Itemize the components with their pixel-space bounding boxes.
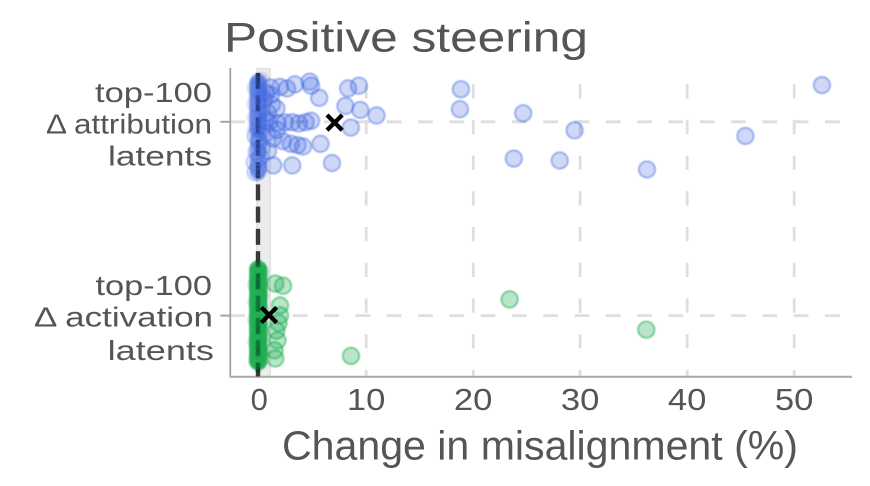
svg-text:50: 50	[775, 382, 814, 417]
svg-text:top-100: top-100	[96, 270, 213, 301]
svg-text:latents: latents	[108, 335, 214, 366]
svg-text:Change in misalignment (%): Change in misalignment (%)	[282, 423, 798, 469]
svg-text:10: 10	[347, 382, 386, 417]
svg-text:latents: latents	[108, 141, 212, 172]
svg-text:30: 30	[561, 382, 600, 417]
svg-text:40: 40	[668, 382, 707, 417]
svg-text:top-100: top-100	[95, 77, 212, 108]
svg-text:0: 0	[251, 382, 268, 417]
svg-text:20: 20	[454, 382, 493, 417]
svg-text:Positive steering: Positive steering	[224, 14, 588, 61]
svg-text:Δ attribution: Δ attribution	[46, 109, 212, 140]
svg-text:Δ activation: Δ activation	[34, 302, 213, 333]
